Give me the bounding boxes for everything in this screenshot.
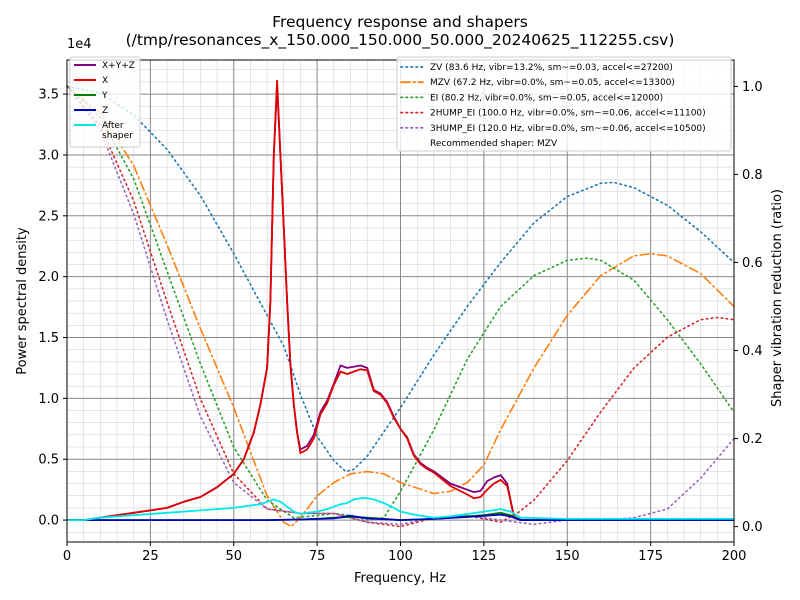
psd-line-z	[67, 513, 734, 521]
shaper-line-ei	[66, 85, 735, 521]
y-right-axis-label: Shaper vibration reduction (ratio)	[770, 189, 785, 407]
legend-psd-label: Z	[102, 106, 108, 116]
y-left-axis-ticks: 0.0 0.5 1.0 1.5 2.0 2.5 3.0 3.5	[38, 88, 67, 529]
y-right-tick-label: 0.2	[742, 432, 763, 447]
y-left-tick-label: 0.5	[38, 453, 59, 468]
x-tick-label: 100	[388, 549, 413, 564]
y-left-axis-label: Power spectral density	[15, 227, 30, 375]
legend-shaper-label: EI (80.2 Hz, vibr=0.0%, sm~=0.05, accel<…	[430, 93, 663, 103]
shaper-line-2hump-ei	[66, 85, 735, 528]
y-left-tick-label: 3.5	[38, 88, 59, 103]
x-tick-label: 200	[722, 549, 747, 564]
legend-psd-label: After shaper	[102, 121, 133, 141]
shaper-lines	[66, 85, 735, 528]
legend-psd-label: X	[102, 76, 108, 86]
chart-title-line-1: Frequency response and shapers	[272, 13, 528, 31]
y-left-tick-label: 3.0	[38, 148, 59, 163]
x-tick-label: 0	[63, 549, 71, 564]
legend-shapers: ZV (83.6 Hz, vibr=13.2%, sm~=0.03, accel…	[396, 56, 732, 152]
x-axis-label: Frequency, Hz	[354, 571, 446, 586]
y-left-tick-label: 2.5	[38, 209, 59, 224]
y-right-tick-label: 0.8	[742, 168, 763, 183]
legend-shaper-label: ZV (83.6 Hz, vibr=13.2%, sm~=0.03, accel…	[430, 63, 673, 73]
x-tick-label: 75	[309, 549, 326, 564]
psd-lines	[67, 79, 734, 521]
y-left-tick-label: 0.0	[38, 514, 59, 529]
shaper-line-mzv	[66, 85, 735, 528]
chart-title-line-2: (/tmp/resonances_x_150.000_150.000_50.00…	[126, 31, 675, 50]
x-tick-label: 175	[638, 549, 663, 564]
legend-recommended-shaper: Recommended shaper: MZV	[430, 139, 558, 149]
x-tick-label: 125	[471, 549, 496, 564]
x-tick-label: 25	[142, 549, 159, 564]
legend-shapers-box	[396, 56, 732, 152]
shaper-line-3hump-ei	[66, 85, 735, 526]
y-left-tick-label: 1.0	[38, 392, 59, 407]
y-right-axis-ticks: 0.0 0.2 0.4 0.6 0.8 1.0	[734, 80, 763, 535]
y-left-multiplier: 1e4	[67, 37, 92, 52]
legend-shaper-label: MZV (67.2 Hz, vibr=0.0%, sm~=0.05, accel…	[430, 78, 675, 88]
shaper-line-zv	[66, 85, 735, 473]
legend-shaper-label: 2HUMP_EI (100.0 Hz, vibr=0.0%, sm~=0.06,…	[430, 109, 706, 119]
y-left-tick-label: 2.0	[38, 270, 59, 285]
psd-line-x	[67, 79, 734, 521]
y-right-tick-label: 0.6	[742, 256, 763, 271]
x-axis-ticks: 0 25 50 75 100 125 150 175 200	[63, 542, 747, 564]
y-left-tick-label: 1.5	[38, 331, 59, 346]
y-right-tick-label: 1.0	[742, 80, 763, 95]
x-tick-label: 150	[555, 549, 580, 564]
legend-psd: X+Y+Z XYZ After shaper	[69, 56, 141, 148]
legend-shaper-label: 3HUMP_EI (120.0 Hz, vibr=0.0%, sm~=0.06,…	[430, 124, 706, 134]
x-tick-label: 50	[225, 549, 242, 564]
legend-psd-label: Y	[101, 91, 108, 101]
legend-psd-label: X+Y+Z	[102, 61, 135, 71]
y-right-tick-label: 0.4	[742, 344, 763, 359]
major-grid	[66, 60, 735, 542]
psd-line-after-shaper	[67, 497, 734, 521]
y-right-tick-label: 0.0	[742, 520, 763, 535]
